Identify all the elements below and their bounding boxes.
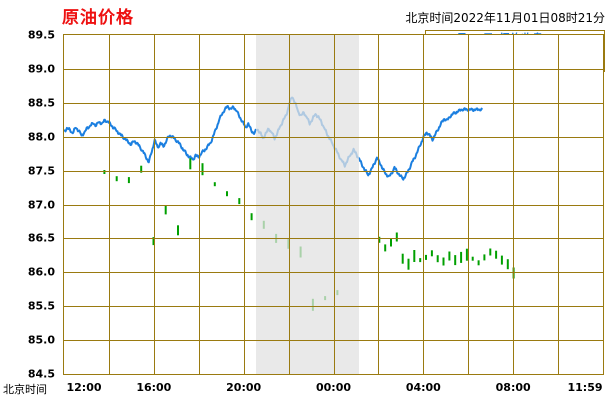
gridline-horizontal (64, 205, 603, 206)
y-axis-labels: 89.5 89.0 88.5 88.0 87.5 87.0 86.5 86.0 85.5 85.0… (0, 0, 60, 410)
gridline-horizontal (64, 238, 603, 239)
y-tick-label: 85.0 (27, 333, 55, 347)
y-tick-label: 86.0 (27, 265, 55, 279)
gridline-vertical (109, 35, 110, 374)
gridline-horizontal (64, 272, 603, 273)
gridline-vertical (334, 35, 335, 374)
gridline-horizontal (64, 306, 603, 307)
gridline-horizontal (64, 340, 603, 341)
page-title: 原油价格 (62, 8, 134, 28)
gridline-vertical (244, 35, 245, 374)
gridline-vertical (289, 35, 290, 374)
shaded-region (256, 35, 359, 374)
y-tick-label: 87.0 (27, 198, 55, 211)
gridline-vertical (199, 35, 200, 374)
y-tick-label: 89.0 (27, 62, 55, 76)
gridline-vertical (468, 35, 469, 374)
x-axis-labels: 12:00 16:00 20:00 00:00 04:00 08:00 11:59 (0, 381, 613, 401)
y-tick-label: 84.5 (27, 367, 55, 381)
x-tick-label: 08:00 (495, 381, 531, 394)
gridline-vertical (513, 35, 514, 374)
gridline-vertical (154, 35, 155, 374)
gridline-horizontal (64, 137, 603, 138)
timestamp-label: 北京时间2022年11月01日08时21分 (405, 11, 605, 25)
gridline-horizontal (64, 171, 603, 172)
gridline-vertical (378, 35, 379, 374)
x-axis-name: 北京时间 (3, 383, 47, 396)
y-tick-label: 89.5 (27, 28, 55, 42)
x-tick-label: 00:00 (315, 381, 352, 394)
gridline-horizontal (64, 103, 603, 104)
y-tick-label: 88.5 (27, 96, 55, 110)
y-tick-label: 88.0 (27, 130, 55, 144)
x-tick-label: 04:00 (405, 381, 441, 394)
gridline-horizontal (64, 69, 603, 70)
y-tick-label: 87.5 (27, 164, 55, 178)
x-tick-label: 20:00 (226, 381, 262, 394)
y-tick-label: 86.5 (27, 231, 55, 245)
gridline-vertical (558, 35, 559, 374)
gridline-vertical (423, 35, 424, 374)
x-tick-label: 11:59 (567, 381, 603, 394)
plot-area (63, 34, 604, 375)
y-tick-label: 85.5 (27, 299, 55, 313)
x-tick-label: 12:00 (66, 381, 102, 394)
x-tick-label: 16:00 (136, 381, 172, 394)
